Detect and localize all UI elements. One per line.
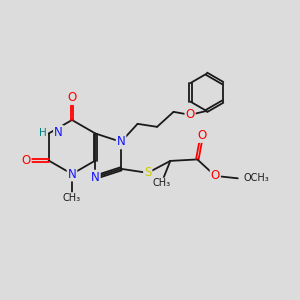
Text: CH₃: CH₃ <box>152 178 170 188</box>
Text: N: N <box>54 126 63 139</box>
Text: O: O <box>185 108 195 121</box>
Text: CH₃: CH₃ <box>63 193 81 203</box>
Text: O: O <box>68 91 76 104</box>
Text: S: S <box>144 166 152 179</box>
Text: N: N <box>68 167 76 181</box>
Text: N: N <box>117 135 125 148</box>
Text: O: O <box>197 129 206 142</box>
Text: OCH₃: OCH₃ <box>243 173 269 183</box>
Text: O: O <box>22 154 31 167</box>
Text: H: H <box>39 128 47 139</box>
Text: N: N <box>91 171 100 184</box>
Text: O: O <box>211 169 220 182</box>
